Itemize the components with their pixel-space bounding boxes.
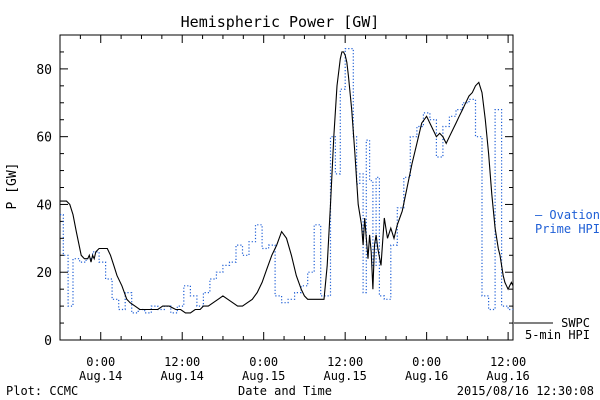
- x-tick-label-time: 0:00: [412, 355, 441, 369]
- x-tick-label-date: Aug.16: [405, 369, 448, 383]
- footer-credit: Plot: CCMC: [6, 384, 78, 398]
- x-tick-label-time: 12:00: [164, 355, 200, 369]
- x-tick-label-date: Aug.15: [242, 369, 285, 383]
- plot-frame: [59, 34, 514, 341]
- chart-title: Hemispheric Power [GW]: [181, 13, 380, 31]
- y-axis: 0 20 40 60 80: [36, 34, 513, 349]
- y-tick-label: 20: [36, 266, 52, 281]
- x-axis: 0:00Aug.1412:00Aug.140:00Aug.1512:00Aug.…: [59, 35, 530, 383]
- y-tick-label: 80: [36, 63, 52, 78]
- series-layer: [60, 48, 514, 314]
- legend-ovation-line2: Prime HPI: [535, 222, 600, 236]
- y-tick-label: 60: [36, 131, 52, 146]
- x-tick-label-time: 12:00: [327, 355, 363, 369]
- x-tick-label-date: Aug.15: [323, 369, 366, 383]
- series-line-swpc: [60, 51, 514, 314]
- x-tick-label-date: Aug.16: [486, 369, 529, 383]
- x-tick-label-time: 0:00: [249, 355, 278, 369]
- x-axis-label: Date and Time: [238, 384, 332, 398]
- y-axis-label: P [GW]: [5, 163, 20, 210]
- legend-swpc-line2: 5-min HPI: [525, 328, 590, 342]
- y-tick-label: 0: [44, 334, 52, 349]
- x-tick-label-date: Aug.14: [79, 369, 122, 383]
- x-tick-label-time: 0:00: [86, 355, 115, 369]
- footer-timestamp: 2015/08/16 12:30:08: [457, 384, 594, 398]
- legend-ovation-line1: — Ovation: [535, 208, 600, 222]
- x-tick-label-date: Aug.14: [161, 369, 204, 383]
- legend-swpc-line1: SWPC: [561, 316, 590, 330]
- y-tick-label: 40: [36, 198, 52, 213]
- series-line-ovation-prime: [60, 48, 513, 314]
- x-tick-label-time: 12:00: [490, 355, 526, 369]
- legend: — Ovation Prime HPI SWPC 5-min HPI: [514, 208, 600, 342]
